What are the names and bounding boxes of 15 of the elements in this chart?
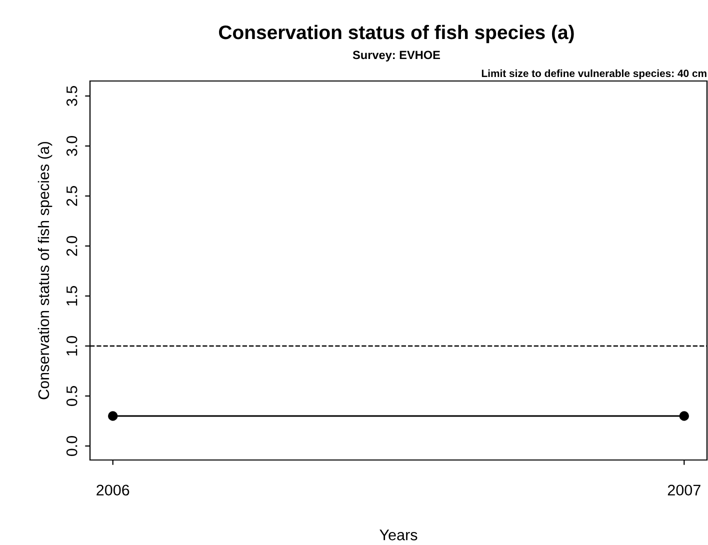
y-tick-label: 2.5 — [66, 186, 78, 206]
y-tick-label: 3.0 — [66, 136, 78, 156]
y-tick-label: 1.0 — [66, 336, 78, 356]
x-tick-label: 2007 — [668, 484, 700, 496]
text: Limit size to define vulnerable species: 40 cm — [482, 69, 706, 80]
y-tick-label: 2.0 — [66, 236, 78, 256]
y-tick-label: 0.0 — [66, 436, 78, 456]
y-tick-label: 1.5 — [66, 286, 78, 306]
chart-title: Conservation status of fish species (a) — [219, 24, 574, 44]
y-tick-label: 3.5 — [66, 86, 78, 106]
y-tick-label: 0.5 — [66, 386, 78, 406]
chart-subtitle: Survey: EVHOE — [352, 50, 440, 62]
x-tick-label: 2006 — [96, 484, 130, 496]
x-axis-title: Years — [380, 530, 418, 540]
y-axis-title: Conservation status of fish species (a) — [38, 142, 52, 400]
